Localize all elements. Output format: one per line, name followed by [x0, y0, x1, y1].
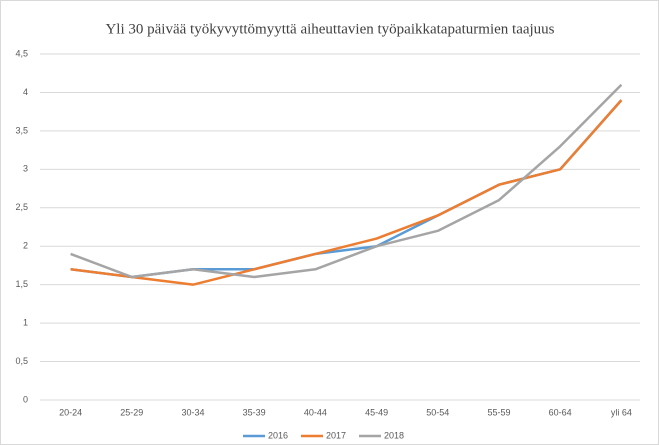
x-tick-label: 35-39 [243, 407, 266, 417]
series-line [70, 99, 623, 286]
y-tick-label: 2 [23, 241, 28, 251]
x-tick-label: 50-54 [426, 407, 449, 417]
y-tick-label: 2,5 [15, 202, 28, 212]
x-tick-label: 30-34 [181, 407, 204, 417]
x-tick-label: 25-29 [120, 407, 143, 417]
chart-title: Yli 30 päivää työkyvyttömyyttä aiheuttav… [105, 21, 554, 37]
y-tick-label: 0,5 [15, 356, 28, 366]
legend-label: 2018 [384, 430, 404, 440]
x-tick-label: yli 64 [611, 407, 632, 417]
x-tick-label: 55-59 [487, 407, 510, 417]
series-line [70, 83, 623, 279]
y-tick-label: 3 [23, 164, 28, 174]
legend-label: 2016 [268, 430, 288, 440]
y-tick-label: 4 [23, 87, 28, 97]
x-tick-label: 60-64 [549, 407, 572, 417]
x-tick-label: 45-49 [365, 407, 388, 417]
y-tick-label: 1 [23, 317, 28, 327]
y-tick-label: 4,5 [15, 48, 28, 58]
legend-label: 2017 [326, 430, 346, 440]
y-tick-label: 3,5 [15, 125, 28, 135]
y-tick-label: 1,5 [15, 279, 28, 289]
x-tick-label: 20-24 [59, 407, 82, 417]
x-tick-label: 40-44 [304, 407, 327, 417]
y-tick-label: 0 [23, 394, 28, 404]
